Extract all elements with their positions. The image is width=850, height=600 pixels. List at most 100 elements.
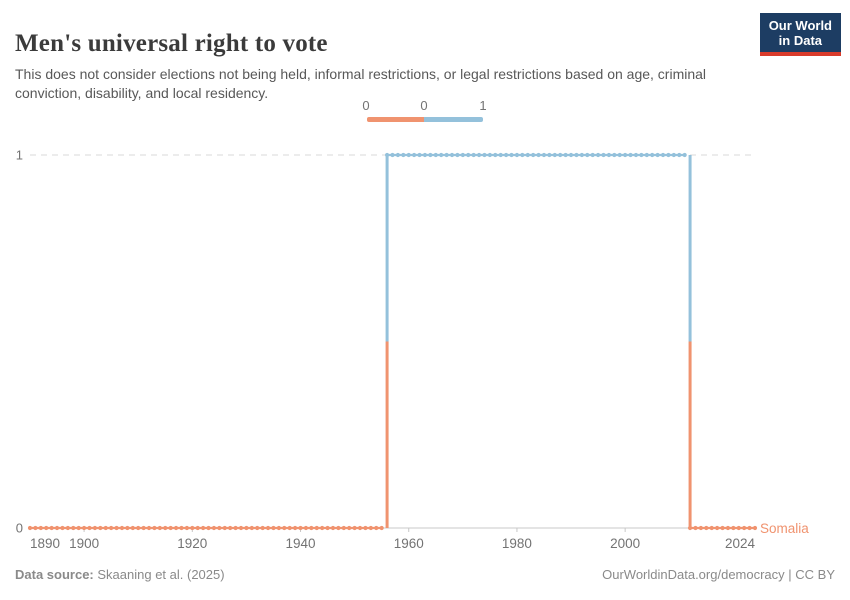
data-point-1895[interactable] bbox=[54, 525, 60, 531]
data-point-1942[interactable] bbox=[309, 525, 314, 531]
data-point-1988[interactable] bbox=[558, 152, 563, 158]
data-source-note[interactable]: Data source: Skaaning et al. (2025) bbox=[15, 567, 225, 582]
data-point-1931[interactable] bbox=[249, 525, 254, 531]
data-point-1938[interactable] bbox=[287, 525, 292, 531]
data-point-1947[interactable] bbox=[336, 525, 341, 531]
data-point-1951[interactable] bbox=[357, 525, 363, 531]
data-point-1990[interactable] bbox=[568, 152, 574, 158]
data-point-1923[interactable] bbox=[206, 525, 211, 531]
data-point-1992[interactable] bbox=[579, 152, 584, 158]
data-point-1941[interactable] bbox=[303, 525, 309, 531]
data-point-1967[interactable] bbox=[444, 152, 449, 158]
data-point-2001[interactable] bbox=[628, 152, 633, 158]
data-point-1964[interactable] bbox=[428, 152, 433, 158]
data-point-1979[interactable] bbox=[509, 152, 514, 158]
data-point-1970[interactable] bbox=[460, 152, 465, 158]
data-point-1903[interactable] bbox=[98, 525, 103, 531]
data-point-1929[interactable] bbox=[238, 525, 244, 531]
data-point-1916[interactable] bbox=[168, 525, 173, 531]
data-point-1944[interactable] bbox=[320, 525, 325, 531]
data-point-1953[interactable] bbox=[368, 525, 373, 531]
data-source-value[interactable]: Skaaning et al. (2025) bbox=[97, 567, 225, 582]
data-point-1963[interactable] bbox=[422, 152, 428, 158]
data-point-1894[interactable] bbox=[49, 525, 54, 531]
data-point-1982[interactable] bbox=[525, 152, 530, 158]
data-point-1911[interactable] bbox=[141, 525, 146, 531]
data-point-1907[interactable] bbox=[119, 525, 125, 531]
data-point-2017[interactable] bbox=[715, 525, 720, 531]
data-point-1924[interactable] bbox=[211, 525, 217, 531]
data-point-2019[interactable] bbox=[725, 525, 731, 531]
data-point-2014[interactable] bbox=[698, 525, 703, 531]
data-point-1971[interactable] bbox=[466, 152, 471, 158]
data-point-1983[interactable] bbox=[531, 152, 536, 158]
data-point-1897[interactable] bbox=[65, 525, 70, 531]
data-point-1922[interactable] bbox=[201, 525, 206, 531]
data-point-2016[interactable] bbox=[709, 525, 714, 531]
data-point-1909[interactable] bbox=[130, 525, 135, 531]
data-point-1948[interactable] bbox=[341, 525, 346, 531]
data-point-1969[interactable] bbox=[455, 152, 460, 158]
data-point-1898[interactable] bbox=[71, 525, 76, 531]
data-point-1932[interactable] bbox=[255, 525, 260, 531]
data-point-1962[interactable] bbox=[417, 152, 422, 158]
data-point-2008[interactable] bbox=[666, 152, 671, 158]
data-point-1930[interactable] bbox=[244, 525, 249, 531]
data-point-1925[interactable] bbox=[217, 525, 222, 531]
data-point-1977[interactable] bbox=[498, 152, 503, 158]
data-point-1997[interactable] bbox=[606, 152, 612, 158]
owid-logo[interactable]: Our World in Data bbox=[759, 13, 841, 56]
data-point-1952[interactable] bbox=[363, 525, 368, 531]
data-point-1908[interactable] bbox=[125, 525, 130, 531]
data-point-2021[interactable] bbox=[736, 525, 741, 531]
data-point-1915[interactable] bbox=[163, 525, 168, 531]
data-point-1965[interactable] bbox=[433, 152, 438, 158]
data-point-2004[interactable] bbox=[644, 152, 649, 158]
data-point-1950[interactable] bbox=[352, 525, 357, 531]
data-point-1994[interactable] bbox=[590, 152, 595, 158]
data-point-1989[interactable] bbox=[563, 152, 568, 158]
data-point-1980[interactable] bbox=[514, 152, 520, 158]
data-point-1928[interactable] bbox=[233, 525, 238, 531]
data-point-1955[interactable] bbox=[379, 525, 384, 531]
data-point-2000[interactable] bbox=[623, 152, 628, 158]
data-point-1999[interactable] bbox=[617, 152, 622, 158]
data-point-1914[interactable] bbox=[157, 525, 162, 531]
data-point-1900[interactable] bbox=[82, 525, 87, 531]
data-point-2018[interactable] bbox=[720, 525, 725, 531]
data-point-2006[interactable] bbox=[655, 152, 660, 158]
data-point-2023[interactable] bbox=[747, 525, 752, 531]
data-point-2022[interactable] bbox=[742, 525, 747, 531]
data-point-1995[interactable] bbox=[595, 152, 601, 158]
data-point-2020[interactable] bbox=[731, 525, 736, 531]
data-point-2011[interactable] bbox=[682, 152, 687, 158]
data-point-1998[interactable] bbox=[612, 152, 617, 158]
entity-label-somalia[interactable]: Somalia bbox=[760, 521, 809, 536]
data-point-1961[interactable] bbox=[412, 152, 417, 158]
data-point-1954[interactable] bbox=[374, 525, 379, 531]
data-point-2002[interactable] bbox=[633, 152, 639, 158]
data-point-1984[interactable] bbox=[536, 152, 541, 158]
data-point-1956[interactable] bbox=[384, 152, 390, 158]
data-point-1937[interactable] bbox=[282, 525, 287, 531]
data-point-1926[interactable] bbox=[222, 525, 227, 531]
data-point-1893[interactable] bbox=[44, 525, 49, 531]
data-point-1972[interactable] bbox=[471, 152, 476, 158]
data-point-1920[interactable] bbox=[190, 525, 195, 531]
data-point-1987[interactable] bbox=[552, 152, 557, 158]
data-point-2010[interactable] bbox=[677, 152, 682, 158]
data-point-1921[interactable] bbox=[195, 525, 200, 531]
data-point-2012[interactable] bbox=[687, 525, 693, 531]
data-point-2009[interactable] bbox=[671, 152, 676, 158]
legend-bin-1-swatch[interactable] bbox=[424, 117, 483, 122]
legend-bin-0-swatch[interactable] bbox=[367, 117, 424, 122]
data-point-1913[interactable] bbox=[152, 525, 157, 531]
data-point-2013[interactable] bbox=[693, 525, 698, 531]
data-point-1945[interactable] bbox=[325, 525, 330, 531]
data-point-1939[interactable] bbox=[293, 525, 298, 531]
data-point-1918[interactable] bbox=[179, 525, 184, 531]
data-point-1910[interactable] bbox=[136, 525, 141, 531]
data-point-1927[interactable] bbox=[228, 525, 233, 531]
data-point-1901[interactable] bbox=[87, 525, 92, 531]
data-point-1966[interactable] bbox=[439, 152, 444, 158]
